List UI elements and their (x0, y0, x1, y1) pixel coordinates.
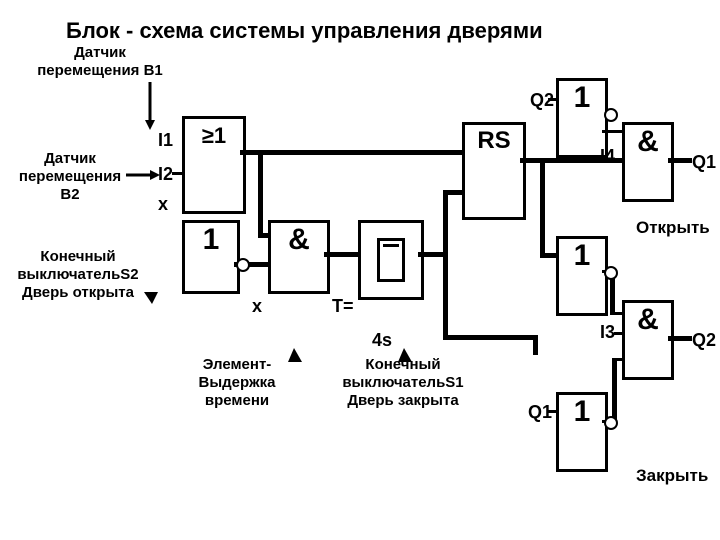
pin-i4: I4 (600, 146, 615, 167)
block-and2: & (622, 122, 674, 202)
wire-11v (612, 360, 617, 422)
wire-10h2 (610, 312, 624, 315)
wire-2b (258, 233, 270, 238)
block-or: ≥1 (182, 116, 246, 214)
wire-4 (324, 252, 360, 257)
label-s2: Конечный выключательS2 Дверь открыта (8, 248, 148, 302)
wire-13h (443, 335, 538, 340)
pin-i1: I1 (158, 130, 173, 151)
wire-11h2 (612, 358, 624, 361)
wire-i3 (614, 332, 624, 335)
wire-q1b (548, 410, 558, 413)
wire-6 (520, 158, 624, 163)
block-and1: & (268, 220, 330, 294)
arrow-s1 (396, 344, 416, 364)
wire-7 (540, 158, 545, 258)
wire-q2 (548, 98, 558, 101)
wire-13v2 (533, 335, 538, 355)
wire-12 (668, 336, 692, 341)
pin-q2r: Q2 (692, 330, 716, 351)
wire-i2 (172, 172, 184, 175)
label-s1: Конечный выключательS1 Дверь закрыта (328, 356, 478, 410)
pin-teq: T= (332, 296, 354, 317)
arrow-timer (286, 344, 306, 364)
wire-5v (443, 190, 448, 257)
label-b1: Датчик перемещения В1 (30, 44, 170, 80)
wire-1 (240, 150, 462, 155)
label-b2: Датчик перемещения В2 (10, 150, 130, 204)
label-open: Открыть (636, 218, 710, 238)
arrow-s2 (140, 290, 160, 310)
pin-x1: x (158, 194, 168, 215)
block-one3: 1 (556, 236, 608, 316)
block-one4: 1 (556, 392, 608, 472)
pin-q1r: Q1 (692, 152, 716, 173)
timer-inner-icon (377, 238, 405, 282)
pin-t4s: 4s (372, 330, 392, 351)
bubble-4 (604, 108, 618, 122)
page-title: Блок - схема системы управления дверями (66, 18, 543, 44)
arrow-b1 (140, 82, 160, 132)
bubble-1 (236, 258, 250, 272)
wire-13 (443, 252, 448, 340)
block-rs: RS (462, 122, 526, 220)
block-and3: & (622, 300, 674, 380)
bubble-2 (604, 266, 618, 280)
pin-i3: I3 (600, 322, 615, 343)
wire-5h (443, 190, 465, 195)
bubble-3 (604, 416, 618, 430)
label-timer: Элемент- Выдержка времени (182, 356, 292, 410)
pin-x2: x (252, 296, 262, 317)
block-one1: 1 (182, 220, 240, 294)
block-timer (358, 220, 424, 300)
label-close: Закрыть (636, 466, 708, 486)
wire-9 (668, 158, 692, 163)
wire-2 (258, 150, 263, 238)
wire-7h (540, 253, 558, 258)
arrow-b2 (126, 168, 162, 182)
wire-8 (602, 130, 624, 133)
